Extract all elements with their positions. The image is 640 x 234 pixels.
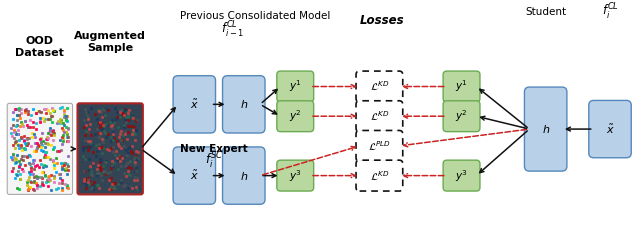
Text: $\mathcal{L}^{KD}$: $\mathcal{L}^{KD}$ [370, 80, 389, 93]
FancyBboxPatch shape [356, 131, 403, 161]
FancyBboxPatch shape [443, 71, 480, 102]
FancyBboxPatch shape [223, 76, 265, 133]
Text: $h$: $h$ [239, 98, 248, 110]
Text: $y^2$: $y^2$ [289, 108, 301, 124]
FancyBboxPatch shape [277, 71, 314, 102]
Text: $h$: $h$ [541, 123, 550, 135]
Text: $\mathcal{L}^{KD}$: $\mathcal{L}^{KD}$ [370, 169, 389, 183]
Text: $\tilde{x}$: $\tilde{x}$ [190, 98, 199, 111]
Text: $f_i^{CL}$: $f_i^{CL}$ [602, 2, 618, 22]
Text: $\tilde{x}$: $\tilde{x}$ [190, 169, 199, 182]
FancyBboxPatch shape [173, 76, 216, 133]
Text: $\tilde{x}$: $\tilde{x}$ [605, 123, 614, 136]
FancyBboxPatch shape [277, 101, 314, 132]
FancyBboxPatch shape [443, 160, 480, 191]
Text: Student: Student [525, 7, 566, 17]
Text: $f_{i-1}^{CL}$: $f_{i-1}^{CL}$ [221, 20, 244, 40]
Text: $y^1$: $y^1$ [455, 79, 468, 95]
Text: OOD
Dataset: OOD Dataset [15, 36, 65, 58]
FancyBboxPatch shape [443, 101, 480, 132]
FancyBboxPatch shape [356, 71, 403, 102]
FancyBboxPatch shape [356, 101, 403, 132]
Text: $y^3$: $y^3$ [289, 168, 301, 183]
FancyBboxPatch shape [524, 87, 567, 171]
Text: Augmented
Sample: Augmented Sample [74, 31, 146, 53]
FancyBboxPatch shape [589, 100, 631, 158]
FancyBboxPatch shape [223, 147, 265, 204]
Text: $y^1$: $y^1$ [289, 79, 301, 95]
FancyBboxPatch shape [7, 103, 72, 194]
Text: $\mathcal{L}^{PLD}$: $\mathcal{L}^{PLD}$ [368, 139, 391, 153]
Text: $\mathcal{L}^{KD}$: $\mathcal{L}^{KD}$ [370, 109, 389, 123]
FancyBboxPatch shape [77, 103, 143, 194]
Text: New Expert: New Expert [180, 144, 248, 154]
Text: Losses: Losses [360, 14, 404, 27]
Text: $f_i^{SC}$: $f_i^{SC}$ [205, 151, 223, 171]
FancyBboxPatch shape [173, 147, 216, 204]
Text: Previous Consolidated Model: Previous Consolidated Model [180, 11, 331, 21]
Text: $y^2$: $y^2$ [455, 108, 468, 124]
Text: $h$: $h$ [239, 170, 248, 182]
Text: $y^3$: $y^3$ [455, 168, 468, 183]
FancyBboxPatch shape [356, 160, 403, 191]
FancyBboxPatch shape [277, 160, 314, 191]
